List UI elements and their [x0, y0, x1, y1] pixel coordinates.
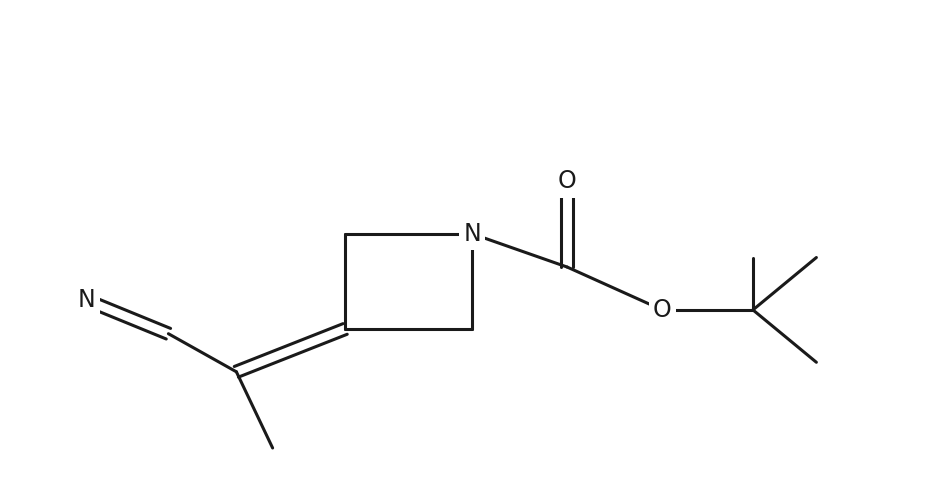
Text: N: N [464, 222, 480, 246]
Text: N: N [78, 288, 95, 312]
Text: O: O [653, 298, 672, 322]
Text: O: O [558, 169, 577, 193]
